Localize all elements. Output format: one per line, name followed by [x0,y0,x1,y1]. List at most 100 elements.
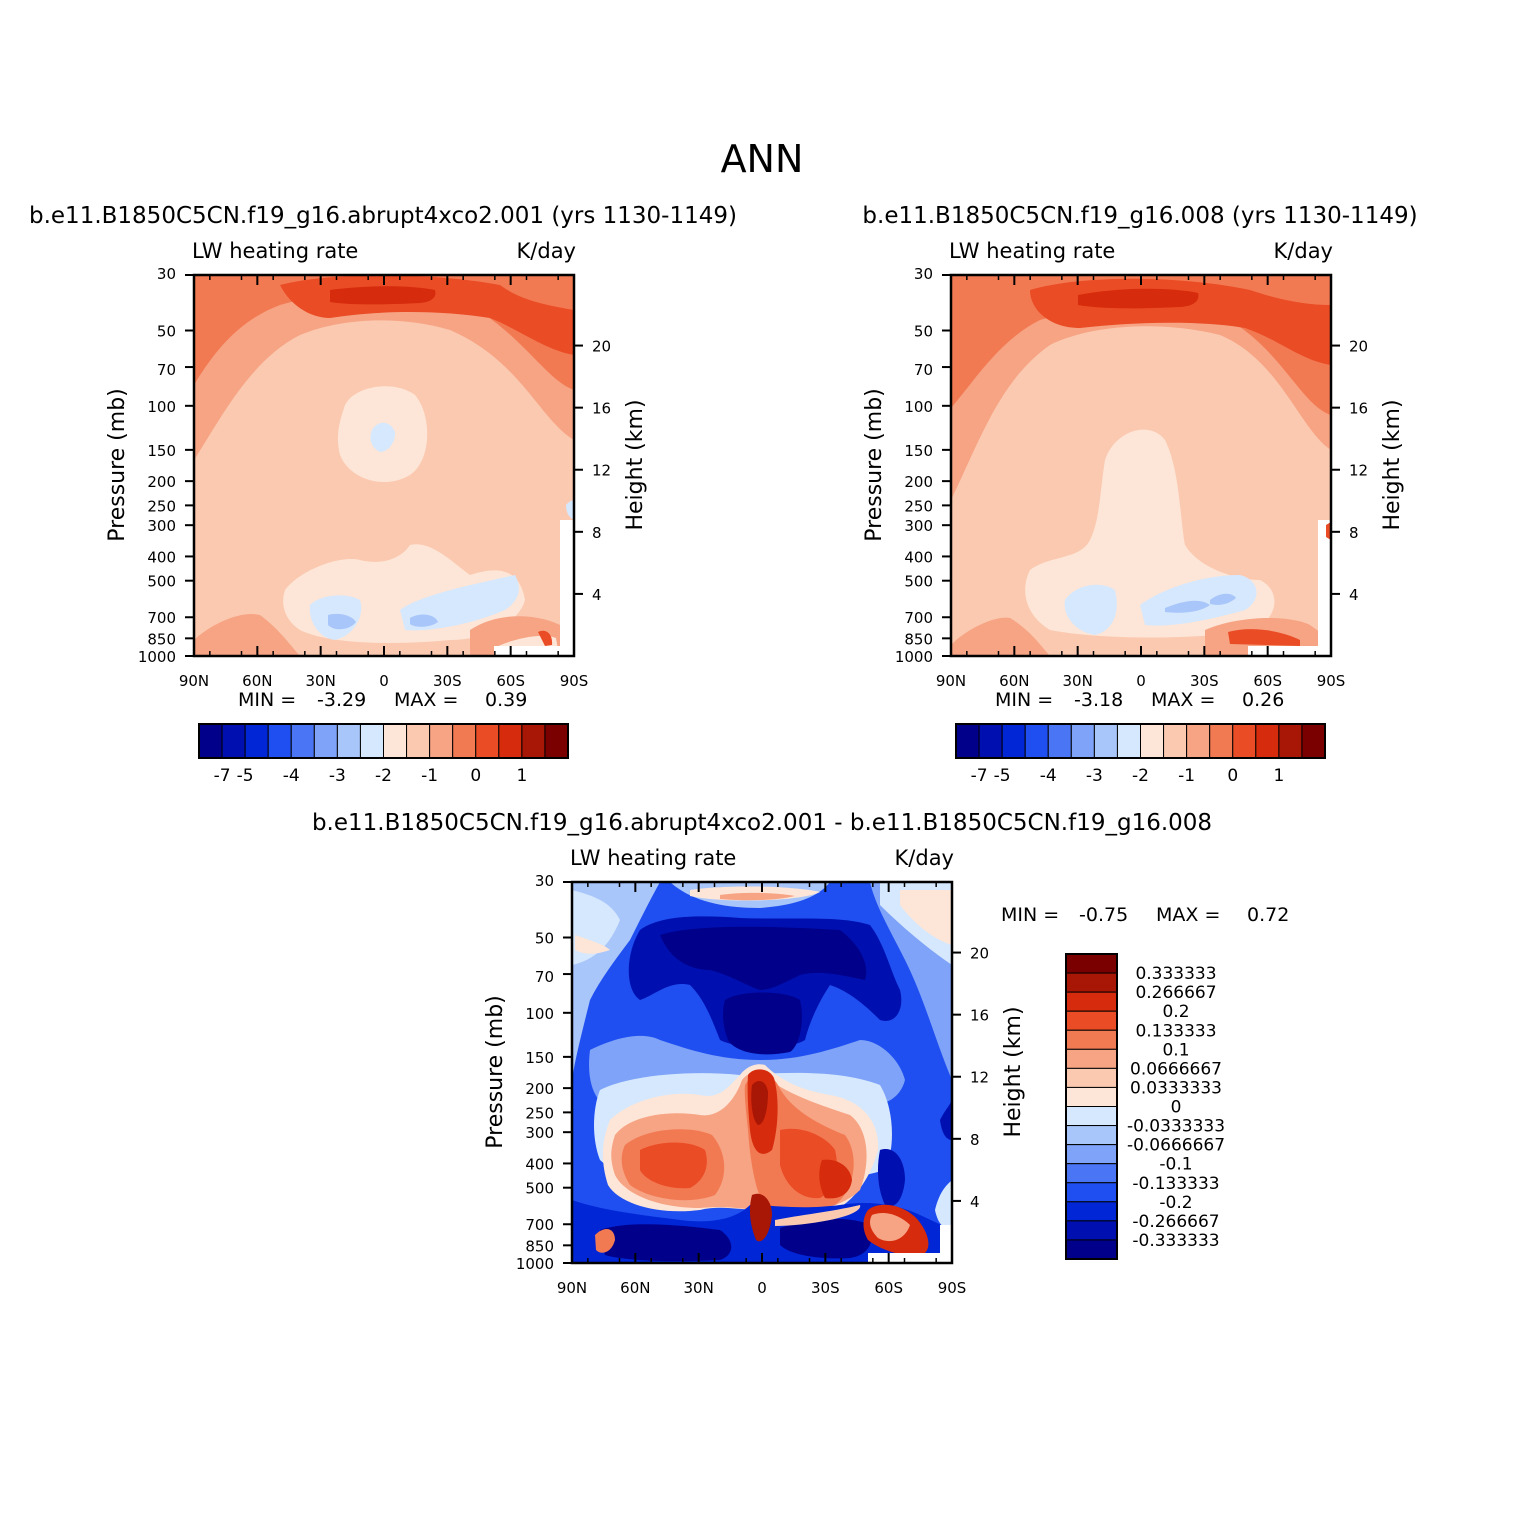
panel-case-title: b.e11.B1850C5CN.f19_g16.008 (yrs 1130-11… [862,203,1417,229]
colorbar-swatch [1065,1125,1118,1146]
variable-label: LW heating rate [570,846,736,870]
colorbar-swatch [1065,1220,1118,1241]
height-tick-label: 16 [592,400,611,418]
colorbar-swatch [313,723,338,759]
y-tick-label: 30 [535,872,554,890]
colorbar-label: 1 [1273,766,1284,786]
colorbar-swatch [1140,723,1165,759]
y-tick-label: 700 [147,609,176,627]
colorbar-frame [955,723,1326,759]
y-axis-label: Pressure (mb) [483,995,508,1149]
colorbar-label: -5 [994,766,1011,786]
colorbar-swatch [1116,723,1141,759]
max-label: MAX = [1156,904,1220,926]
y-tick-label: 70 [914,361,933,379]
x-tick-label: 90N [179,672,209,690]
colorbar-swatch [1065,1010,1118,1031]
colorbar-label: 0 [1171,1098,1182,1118]
x-tick-label: 90N [557,1279,587,1297]
colorbar-swatch [544,723,569,759]
height-tick-label: 4 [592,586,602,604]
y-tick-label: 850 [147,630,176,648]
height-tick-label: 20 [1349,338,1368,356]
page-title: ANN [721,137,804,181]
colorbar-swatch [1001,723,1026,759]
x-tick-label: 60S [874,1279,903,1297]
y-tick-label: 250 [525,1104,554,1122]
colorbar-swatch [521,723,546,759]
colorbar-swatch [1070,723,1095,759]
y-tick-label: 400 [147,548,176,566]
colorbar-label: -1 [421,766,438,786]
panel-case-title: b.e11.B1850C5CN.f19_g16.abrupt4xco2.001 … [29,203,737,229]
y-tick-label: 100 [904,398,933,416]
x-tick-label: 0 [757,1279,767,1297]
colorbar-label: -5 [237,766,254,786]
y-tick-label: 300 [904,517,933,535]
y-tick-label: 100 [525,1005,554,1023]
x-tick-label: 90S [1317,672,1346,690]
colorbar-label: 0 [1227,766,1238,786]
colorbar-swatch [1065,1144,1118,1165]
colorbar-swatch [1065,972,1118,993]
y-tick-label: 500 [904,573,933,591]
colorbar-label: -7 [971,766,988,786]
colorbar-label: -0.266667 [1132,1212,1219,1232]
colorbar-swatch [429,723,454,759]
x-tick-label: 30S [433,672,462,690]
colorbar-label: 0.2 [1162,1002,1189,1022]
height-tick-label: 20 [592,338,611,356]
max-label: MAX = [1151,689,1215,711]
min-max-readout: MIN = -3.18 MAX = 0.26 [995,689,1284,711]
colorbar-label: -3 [329,766,346,786]
x-tick-label: 60S [1253,672,1282,690]
x-tick-label: 30S [1190,672,1219,690]
height-tick-label: 8 [592,524,602,542]
y-tick-label: 200 [904,473,933,491]
colorbar-swatch [198,723,223,759]
min-label: MIN = [995,689,1053,711]
y-tick-label: 700 [525,1216,554,1234]
height-tick-label: 8 [1349,524,1359,542]
y-tick-label: 1000 [516,1255,554,1273]
y2-axis-label: Height (km) [623,399,648,530]
x-tick-label: 30N [306,672,336,690]
height-tick-label: 16 [970,1007,989,1025]
y-tick-label: 850 [525,1237,554,1255]
colorbar-swatch [1093,723,1118,759]
y-tick-label: 50 [157,323,176,341]
x-tick-label: 60N [242,672,272,690]
min-max-readout: MIN = -0.75 MAX = 0.72 [1001,904,1289,926]
min-label: MIN = [1001,904,1059,926]
colorbar: -7 -5 -4 -3 -2 -1 0 1 [955,723,1326,786]
colorbar-label: -0.2 [1159,1193,1192,1213]
colorbar-swatch [221,723,246,759]
height-tick-label: 16 [1349,400,1368,418]
colorbar-swatch [1065,1239,1118,1260]
min-label: MIN = [238,689,296,711]
y-tick-label: 500 [525,1180,554,1198]
variable-label: LW heating rate [949,239,1115,263]
colorbar-label: 0.133333 [1135,1021,1216,1041]
y-tick-label: 30 [157,265,176,283]
height-tick-label: 4 [1349,586,1359,604]
colorbar-swatch [1065,1163,1118,1184]
colorbar-frame [1065,953,1118,1260]
colorbar-swatch [1024,723,1049,759]
x-tick-label: 90N [936,672,966,690]
colorbar-label: 0.266667 [1135,983,1216,1003]
height-tick-label: 12 [1349,462,1368,480]
contour-field [572,882,952,1263]
colorbar-swatch [1186,723,1211,759]
y-tick-label: 150 [525,1049,554,1067]
colorbar-label: 0 [470,766,481,786]
y-tick-label: 100 [147,398,176,416]
y-tick-label: 400 [904,548,933,566]
min-value: -3.29 [317,689,366,711]
min-value: -0.75 [1079,904,1128,926]
height-tick-label: 12 [592,462,611,480]
colorbar-label: -0.133333 [1132,1174,1219,1194]
colorbar-swatch [336,723,361,759]
y-tick-label: 500 [147,573,176,591]
height-tick-label: 8 [970,1131,980,1149]
